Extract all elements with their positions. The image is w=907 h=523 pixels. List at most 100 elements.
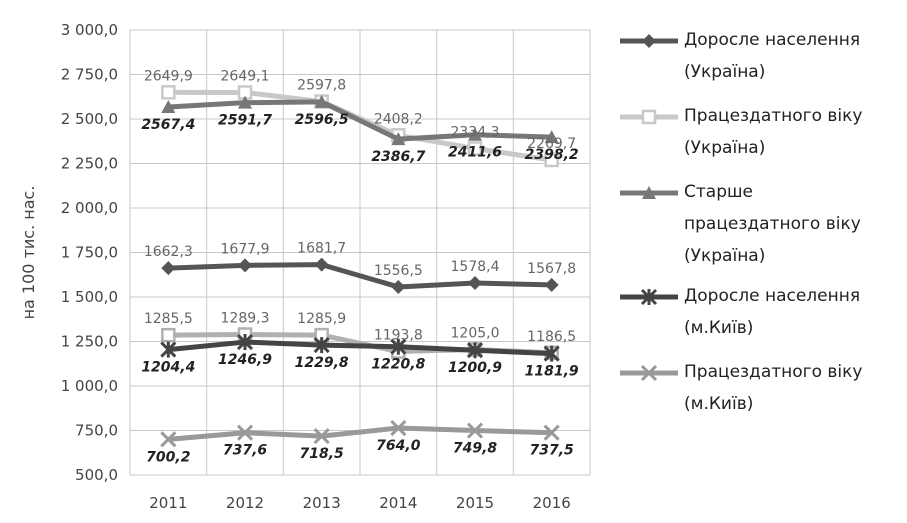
data-point [238,95,252,109]
data-label: 1578,4 [451,259,500,275]
data-point [543,345,560,362]
legend-item-working-age-kyiv: Працездатного віку (м.Київ) [618,356,907,432]
series-3 [160,333,560,362]
data-label: 1186,5 [527,329,576,345]
y-tick-label: 2 250,0 [61,155,118,173]
series-2 [161,94,559,146]
legend-key-triangle-icon [620,186,678,199]
legend-key-diamond-icon [620,34,678,48]
data-label: 1220,8 [371,357,425,373]
data-label: 1285,5 [144,311,193,327]
y-tick-label: 2 750,0 [61,66,118,84]
data-label: 2597,8 [297,78,346,94]
legend-marker [641,109,657,125]
data-point [161,85,176,100]
x-tick-label: 2016 [533,494,571,512]
x-tick-label: 2015 [456,494,494,512]
legend-marker [642,34,656,48]
data-label: 1246,9 [218,352,272,368]
data-point [390,419,407,437]
legend-label: Працездатного віку (м.Київ) [684,362,863,414]
data-label: 2649,1 [221,68,270,84]
x-tick-label: 2011 [149,494,187,512]
line-chart: 500,0 750,0 1 000,0 1 250,0 1 500,0 1 750,0 2 … [19,21,591,512]
legend-marker [640,364,658,382]
legend-label: Старше працездатного віку (Україна) [684,182,861,266]
series-line [168,262,552,290]
data-point [468,127,482,141]
data-label: 1677,9 [221,241,270,257]
y-tick-label: 2 000,0 [61,199,118,217]
data-label: 1662,3 [144,244,193,260]
y-tick-label: 500,0 [75,466,118,484]
data-label: 718,5 [300,446,345,462]
data-label: 1285,9 [297,311,346,327]
data-label: 749,8 [453,441,498,457]
data-label: 2567,4 [141,117,195,133]
data-label: 2411,6 [448,145,502,161]
y-axis-title: на 100 тис. нас. [19,186,38,320]
data-label: 2596,5 [295,112,349,128]
data-label: 2334,3 [451,124,500,140]
y-tick-label: 750,0 [75,422,118,440]
legend-label: Доросле населення (Україна) [684,30,861,82]
data-label: 764,0 [376,438,421,454]
data-point [544,130,559,144]
data-point [391,279,406,294]
legend-label: Працездатного віку (Україна) [684,106,863,158]
data-label: 737,6 [223,443,268,459]
data-label: 1193,8 [374,328,423,344]
data-label: 737,5 [530,443,575,459]
legend-item-older-ukraine: Старше працездатного віку (Україна) [618,176,907,280]
data-point [544,152,559,168]
data-label: 1289,3 [221,311,270,327]
data-label: 1681,7 [297,241,346,257]
data-point [390,338,407,355]
legend-key-star-icon [620,288,678,306]
data-point [544,277,559,292]
legend-item-adult-ukraine: Доросле населення (Україна) [618,24,907,100]
legend-key-x-icon [620,364,678,382]
data-label: 700,2 [146,449,190,465]
data-label: 1229,8 [295,355,349,371]
data-point [467,141,483,156]
data-point [468,276,482,291]
y-tick-label: 3 000,0 [61,21,118,39]
y-tick-label: 2 500,0 [61,110,118,128]
data-point [160,431,177,448]
data-point [466,422,484,439]
data-point [391,132,406,146]
data-point [314,257,329,272]
data-label: 1204,4 [141,360,195,376]
x-tick-label: 2012 [226,494,264,512]
legend-item-adult-kyiv: Доросле населення (м.Київ) [618,280,907,356]
data-point [161,327,176,343]
data-label: 1567,8 [527,261,576,277]
y-tick-label: 1 500,0 [61,288,118,306]
data-label: 1205,0 [451,326,500,342]
data-label: 2649,9 [144,68,193,84]
data-point [466,342,484,359]
data-label: 2591,7 [218,113,272,129]
legend-item-working-age-ukraine: Працездатного віку (Україна) [618,100,907,176]
data-point [236,424,254,441]
data-point [314,94,329,108]
series-line [168,339,552,357]
y-tick-label: 1 000,0 [61,377,118,395]
data-point [160,341,177,358]
data-point [161,100,176,114]
data-point [313,428,330,445]
series-0 [161,257,559,294]
x-tick-label: 2013 [303,494,341,512]
legend-marker [640,288,658,306]
data-label: 2398,2 [525,147,579,163]
data-label: 1556,5 [374,263,423,279]
series-4 [160,419,560,448]
series-line [168,99,552,142]
data-point [543,424,560,441]
x-tick-label: 2014 [379,494,417,512]
data-point [238,258,252,273]
legend-key-open-square-icon [620,109,678,125]
data-label: 2269,7 [527,136,576,152]
legend: Доросле населення (Україна) Працездатног… [618,24,907,432]
